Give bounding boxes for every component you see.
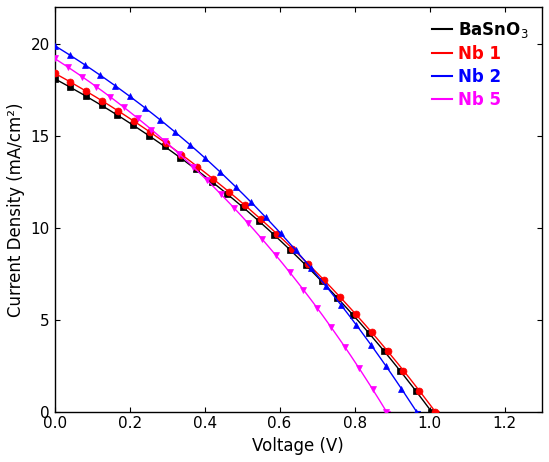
Y-axis label: Current Density (mA/cm²): Current Density (mA/cm²) [7, 102, 25, 316]
Legend: BaSnO$_3$, Nb 1, Nb 2, Nb 5: BaSnO$_3$, Nb 1, Nb 2, Nb 5 [427, 15, 534, 114]
X-axis label: Voltage (V): Voltage (V) [253, 437, 344, 455]
